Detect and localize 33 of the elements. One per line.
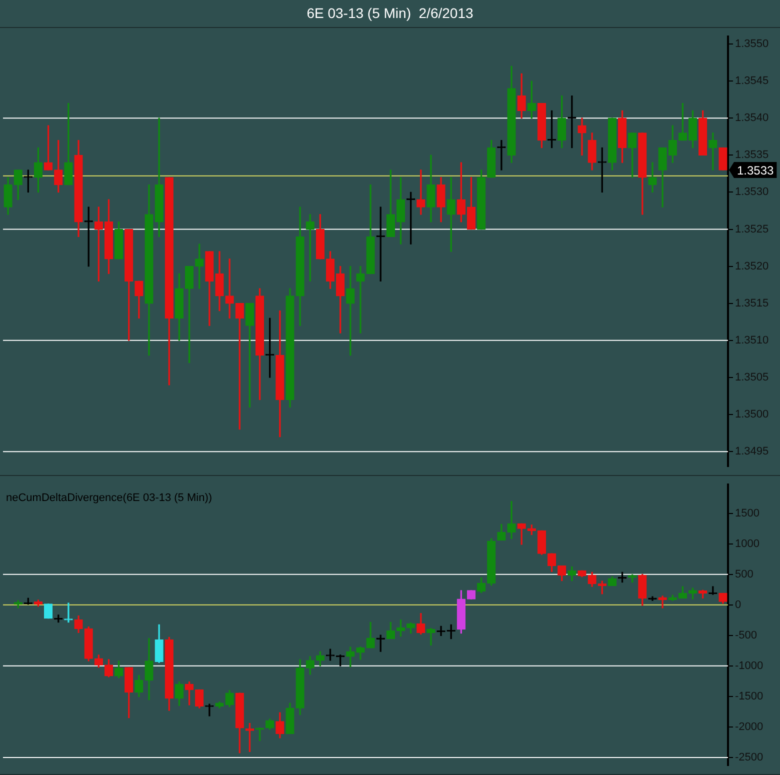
y-tick-label: -2500: [735, 751, 764, 764]
y-tick-label: -2000: [735, 720, 764, 733]
candlestick: [507, 501, 516, 539]
candlestick: [426, 628, 436, 646]
y-tick-label: 0: [735, 598, 742, 611]
y-tick-label: 500: [735, 568, 754, 580]
candlestick: [205, 704, 214, 716]
y-tick-label: 1.3525: [735, 223, 769, 236]
candlestick: [517, 523, 526, 545]
y-tick-label: 1.3535: [735, 149, 769, 162]
y-tick-label: -500: [735, 629, 758, 642]
text: neCumDeltaDivergence(6E 03-13 (5 Min)): [6, 492, 212, 504]
text: 1.3533: [737, 163, 774, 178]
candlestick: [225, 258, 234, 319]
candlestick: [578, 118, 586, 156]
candlestick: [648, 162, 657, 193]
y-tick-label: 1.3550: [735, 38, 769, 50]
y-tick-label: 1.3510: [735, 334, 769, 346]
y-tick-label: 1.3530: [735, 186, 769, 198]
candlestick: [658, 596, 667, 608]
y-tick-label: -1000: [735, 660, 764, 672]
y-tick-label: 1.3540: [735, 112, 769, 124]
y-tick-label: 1.3505: [735, 372, 769, 384]
y-tick-label: 1.3545: [735, 75, 769, 88]
y-tick-label: 1500: [735, 507, 760, 520]
y-tick-label: -1500: [735, 690, 764, 702]
candlestick: [356, 266, 365, 334]
y-tick-label: 1.3520: [735, 260, 769, 272]
y-tick-label: 1.3500: [735, 408, 769, 421]
y-tick-label: 1.3515: [735, 297, 769, 310]
y-tick-label: 1000: [735, 538, 760, 550]
y-tick-label: 1.3495: [735, 446, 769, 458]
chart-title: 6E 03-13 (5 Min) 2/6/2013: [0, 0, 780, 28]
